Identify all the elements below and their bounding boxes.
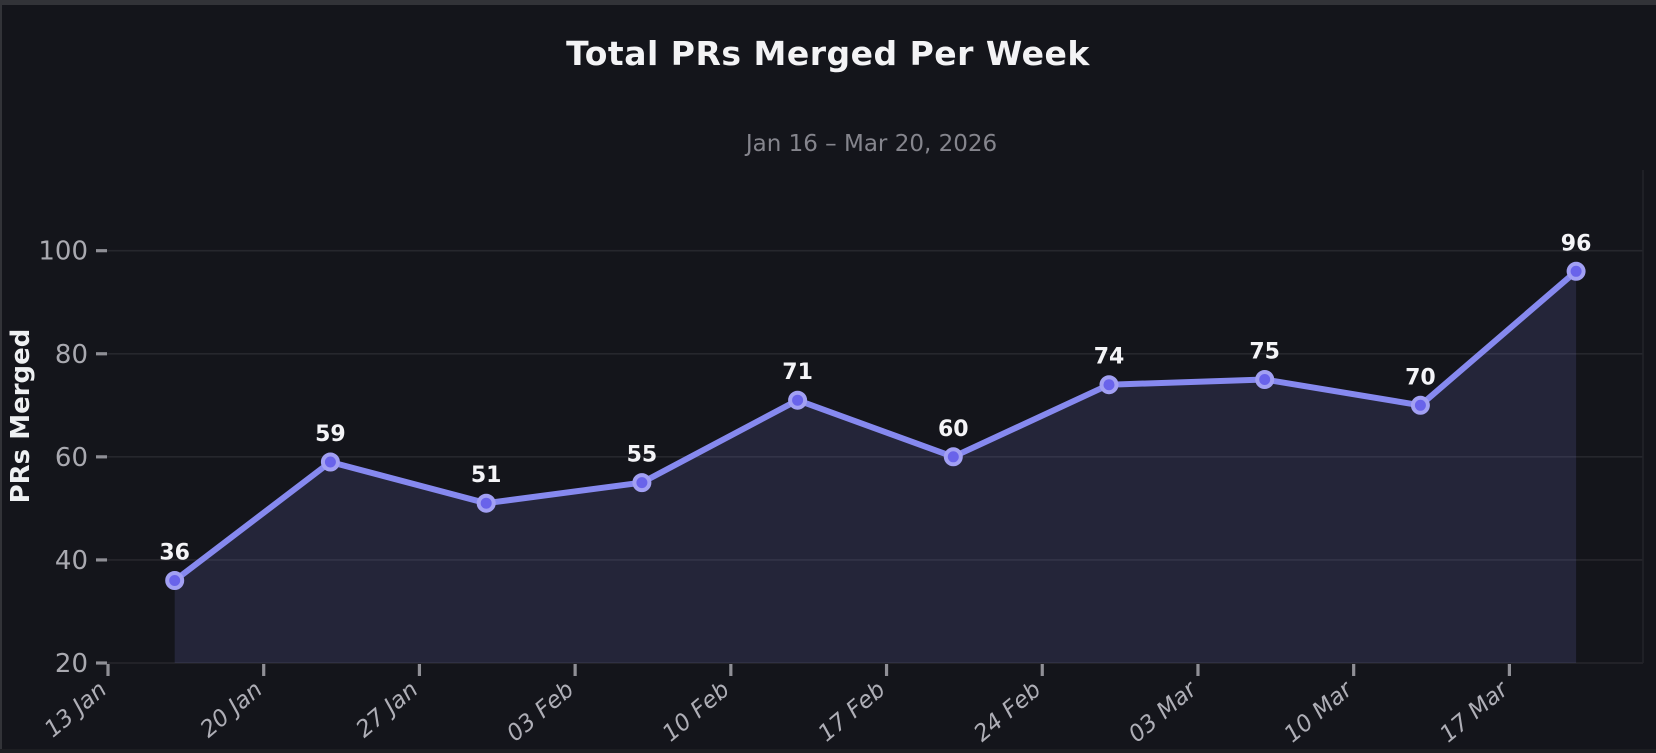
trend-line [171,268,1580,584]
x-tick-label: 03 Mar [1124,676,1203,748]
data-point-label: 36 [159,541,190,566]
data-point-marker [1566,261,1586,281]
area-fill [174,271,1577,663]
x-tick-label: 20 Jan [196,677,268,743]
x-tick-label: 17 Mar [1435,676,1514,748]
window-bottom-border [0,749,1656,753]
y-tick-label: 60 [55,443,88,473]
data-point-label: 60 [938,417,969,442]
data-point-marker [476,493,496,513]
x-tick-label: 27 Jan [351,677,423,743]
data-point-marker [943,447,963,467]
x-tick-label: 24 Feb [969,677,1046,747]
x-tick-label: 03 Feb [502,677,579,747]
y-tick-label: 80 [55,340,88,370]
data-point-marker [165,571,185,590]
y-tick-label: 40 [55,546,88,576]
data-point-label: 75 [1249,340,1280,365]
data-point-marker [1099,375,1119,395]
data-point-marker [632,473,652,493]
x-tick-label: 13 Jan [40,677,112,743]
window-left-border [0,0,2,753]
data-point-label: 96 [1561,231,1592,256]
data-point-marker [1410,395,1430,415]
y-tick-label: 100 [38,237,88,267]
chart-subtitle: Jan 16 – Mar 20, 2026 [745,131,998,157]
data-point-label: 74 [1094,345,1125,370]
chart-title: Total PRs Merged Per Week [566,34,1090,74]
data-point-marker [788,390,808,410]
data-point-label: 59 [315,422,346,447]
window-top-border [0,0,1656,5]
y-tick-label: 20 [55,649,88,679]
data-point-marker [1255,370,1275,389]
data-point-label: 55 [627,443,658,468]
x-tick-label: 10 Feb [658,677,735,747]
data-point-label: 71 [782,360,813,385]
x-tick-label: 10 Mar [1280,676,1359,748]
data-point-label: 51 [471,463,502,488]
data-point-label: 70 [1405,365,1436,390]
y-axis-label: PRs Merged [6,328,36,504]
x-tick-label: 17 Feb [814,677,891,747]
data-point-marker [320,452,340,472]
